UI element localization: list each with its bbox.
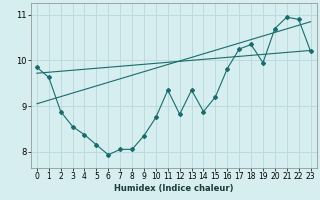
X-axis label: Humidex (Indice chaleur): Humidex (Indice chaleur) — [114, 184, 234, 193]
